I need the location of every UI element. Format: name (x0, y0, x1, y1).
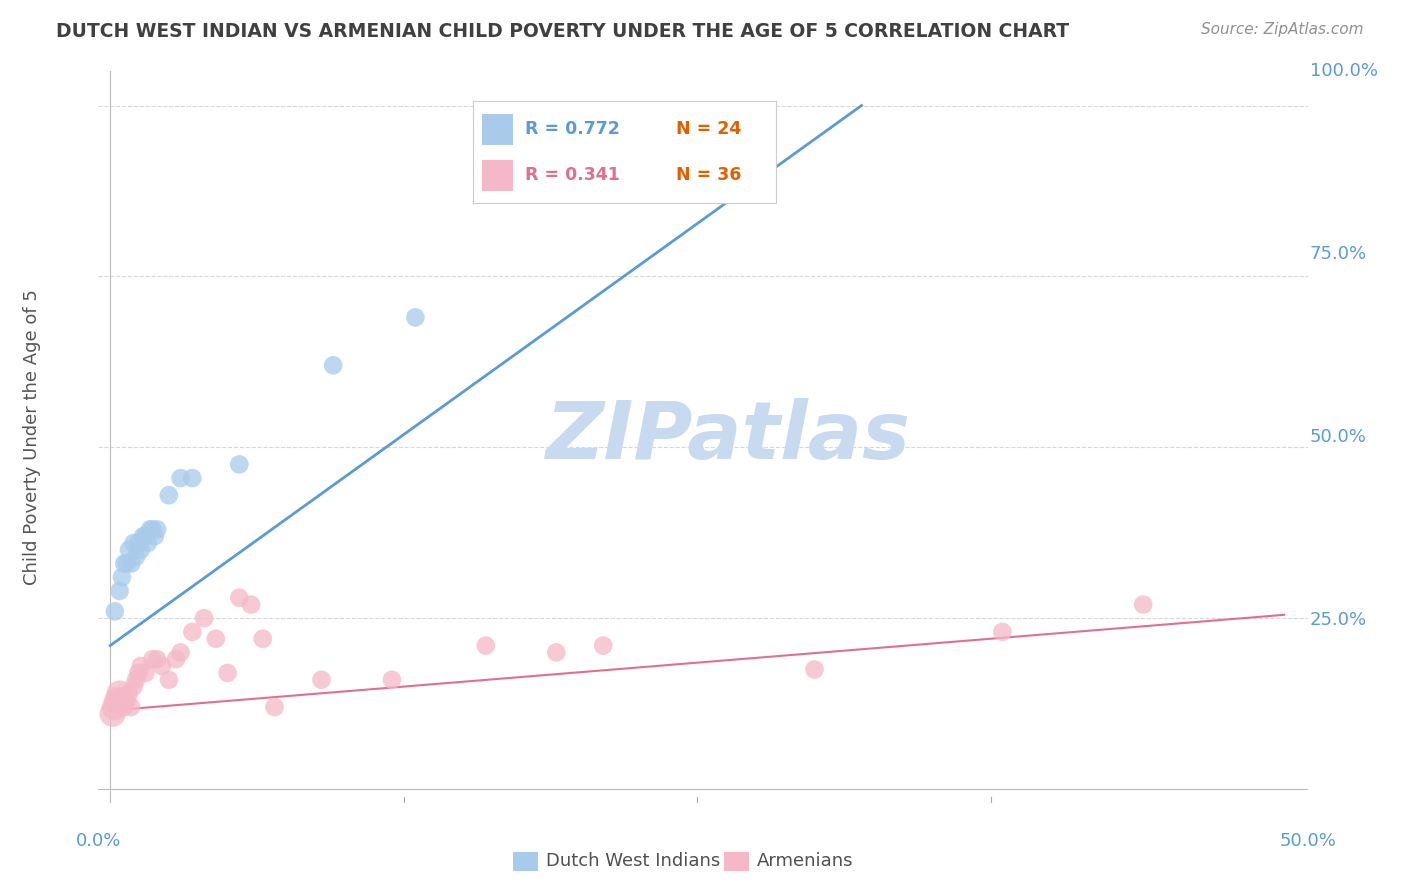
Point (108, 686, 131, 700)
Point (101, 706, 124, 721)
Text: 100.0%: 100.0% (1310, 62, 1378, 80)
Point (115, 693, 138, 707)
Point (118, 686, 141, 700)
Text: Dutch West Indians: Dutch West Indians (546, 852, 720, 870)
Point (112, 557, 135, 571)
Point (139, 522, 162, 536)
Text: N = 36: N = 36 (676, 167, 741, 185)
Point (803, 663, 825, 677)
Point (263, 700, 285, 714)
Point (104, 604, 127, 618)
Point (132, 529, 155, 543)
Point (146, 652, 169, 666)
Text: DUTCH WEST INDIAN VS ARMENIAN CHILD POVERTY UNDER THE AGE OF 5 CORRELATION CHART: DUTCH WEST INDIAN VS ARMENIAN CHILD POVE… (56, 22, 1070, 41)
Bar (482, 160, 513, 191)
Point (475, 639, 498, 653)
Text: ZIPatlas: ZIPatlas (544, 398, 910, 476)
Point (181, 624, 204, 639)
Point (143, 529, 166, 543)
Point (146, 522, 169, 536)
Point (1132, 598, 1154, 612)
Point (381, 673, 404, 687)
Text: R = 0.341: R = 0.341 (524, 167, 620, 185)
Point (125, 673, 148, 687)
Point (134, 665, 156, 680)
Point (322, 359, 344, 373)
Point (169, 645, 191, 659)
Point (104, 700, 127, 714)
Point (108, 583, 131, 598)
Text: Child Poverty Under the Age of 5: Child Poverty Under the Age of 5 (22, 289, 41, 585)
Point (134, 529, 156, 543)
Point (217, 665, 239, 680)
Point (991, 624, 1014, 639)
Point (592, 639, 614, 653)
Text: N = 24: N = 24 (676, 120, 741, 138)
Point (157, 488, 180, 502)
Point (204, 632, 226, 646)
Point (127, 665, 149, 680)
Point (115, 557, 138, 571)
Point (181, 471, 204, 485)
Point (228, 458, 250, 472)
Point (118, 542, 141, 557)
Point (112, 700, 135, 714)
Point (111, 570, 134, 584)
Point (240, 598, 263, 612)
Text: 25.0%: 25.0% (1310, 611, 1367, 629)
Point (120, 557, 142, 571)
Point (136, 536, 159, 550)
Point (252, 632, 274, 646)
Point (122, 536, 145, 550)
Text: R = 0.772: R = 0.772 (524, 120, 620, 138)
Point (165, 652, 187, 666)
Point (404, 310, 426, 325)
Point (141, 652, 163, 666)
Point (127, 536, 149, 550)
Point (141, 522, 163, 536)
Text: 0.0%: 0.0% (76, 832, 121, 850)
Bar (482, 114, 513, 145)
Point (129, 542, 152, 557)
Point (193, 611, 215, 625)
Point (311, 673, 333, 687)
Point (129, 659, 152, 673)
Point (120, 700, 142, 714)
Point (546, 645, 568, 659)
Point (150, 659, 173, 673)
Text: 50.0%: 50.0% (1279, 832, 1336, 850)
Text: 50.0%: 50.0% (1310, 428, 1367, 446)
Text: Source: ZipAtlas.com: Source: ZipAtlas.com (1201, 22, 1364, 37)
Point (125, 549, 148, 564)
Point (169, 471, 191, 485)
Point (122, 680, 145, 694)
Point (105, 693, 128, 707)
Text: Armenians: Armenians (756, 852, 853, 870)
Point (228, 591, 250, 605)
Text: 75.0%: 75.0% (1310, 245, 1367, 263)
Point (111, 693, 134, 707)
Point (157, 673, 180, 687)
